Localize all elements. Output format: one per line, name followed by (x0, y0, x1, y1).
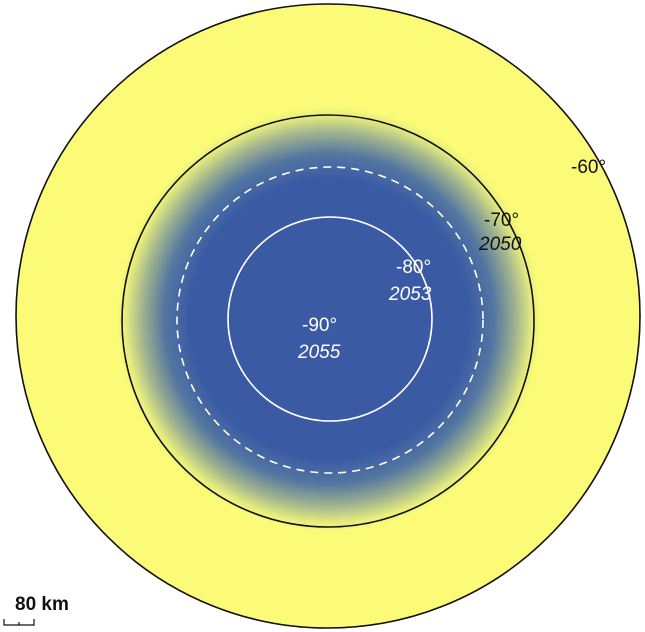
ring-minus-80 (176, 166, 484, 474)
label-minus-80-lat: -80° (396, 257, 431, 278)
label-minus-60-lat: -60° (571, 157, 606, 178)
blue-region (117, 107, 541, 531)
label-minus-90-year: 2055 (297, 342, 341, 363)
label-minus-80-year: 2053 (388, 284, 432, 305)
scale-bar-label: 80 km (15, 594, 69, 615)
scale-bar-line (3, 619, 35, 626)
scale-bar: 80 km (3, 594, 69, 626)
ring-minus-90 (227, 216, 433, 422)
label-minus-70-year: 2050 (478, 234, 522, 255)
label-minus-90-lat: -90° (302, 315, 337, 336)
ring-minus-70 (121, 114, 535, 528)
label-minus-70-lat: -70° (484, 210, 519, 231)
